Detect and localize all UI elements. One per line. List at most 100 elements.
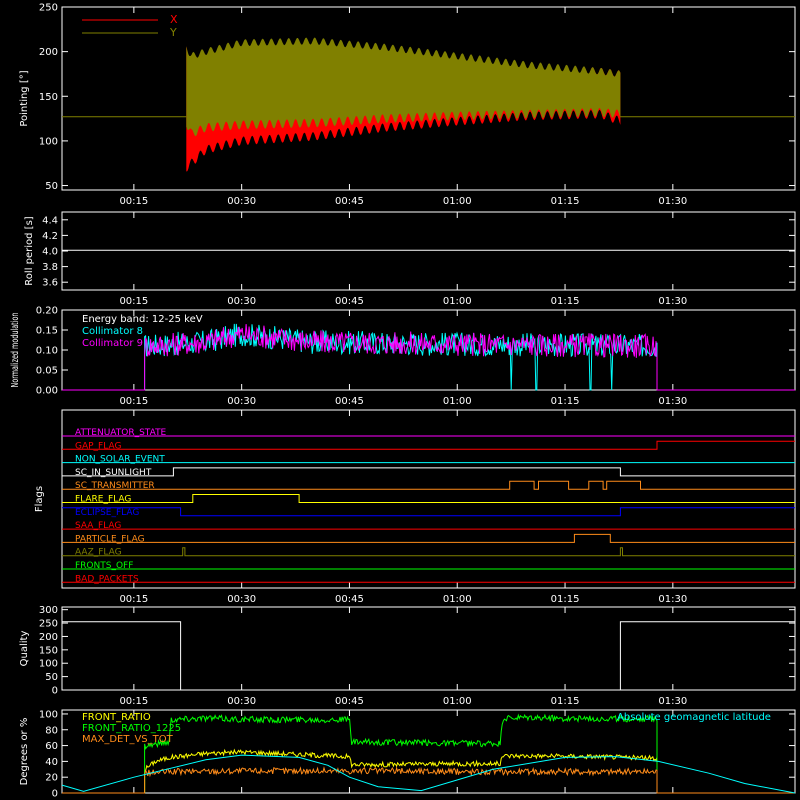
y-tick-label: 4.2 xyxy=(42,231,58,242)
y-tick-label: 200 xyxy=(39,632,58,643)
x-tick-label: 01:00 xyxy=(443,196,472,207)
panel-frame xyxy=(61,709,796,794)
y-tick-label: 0.20 xyxy=(36,306,58,317)
y-tick-label: 100 xyxy=(39,659,58,670)
x-tick-label: 00:15 xyxy=(119,196,148,207)
flag-label: FLARE_FLAG xyxy=(75,495,131,505)
legend-label: Absolute geomagnetic latitude xyxy=(617,712,771,723)
ratio-series-2 xyxy=(62,766,795,794)
y-tick-label: 300 xyxy=(39,605,58,616)
y-tick-label: 20 xyxy=(45,773,58,784)
modulation-series-9 xyxy=(62,324,795,391)
y-tick-label: 0.10 xyxy=(36,346,58,357)
y-tick-label: 40 xyxy=(45,757,58,768)
y-tick-label: 0.05 xyxy=(36,366,58,377)
x-tick-label: 01:15 xyxy=(551,696,580,707)
y-tick-label: 0 xyxy=(52,789,58,800)
quality-panel: 00:15 00:30 00:45 01:00 01:15 01:30 0 50 100 150 2… xyxy=(19,605,796,707)
pointing-panel: 00:15 00:30 00:45 01:00 01:15 01:30 50 100 150 20… xyxy=(19,3,796,207)
y-tick-label: 80 xyxy=(45,725,58,736)
x-tick-label: 00:15 xyxy=(119,396,148,407)
flag-line xyxy=(62,480,795,490)
y-tick-label: 0.00 xyxy=(36,386,58,397)
flag-label: PARTICLE_FLAG xyxy=(75,534,145,544)
flag-label: NON_SOLAR_EVENT xyxy=(75,455,165,465)
x-tick-label: 01:15 xyxy=(551,396,580,407)
flag-line xyxy=(62,507,795,517)
energy-band-annotation: Energy band: 12-25 keV xyxy=(82,314,203,325)
x-tick-label: 00:15 xyxy=(119,696,148,707)
y-tick-label: 250 xyxy=(39,619,58,630)
flag-line xyxy=(62,440,795,450)
legend-label: Y xyxy=(169,26,177,39)
y-axis-label: Pointing [°] xyxy=(19,70,30,126)
legend-label: MAX_DET_VS_TOT xyxy=(82,734,174,745)
flag-label: AAZ_FLAG xyxy=(75,548,122,558)
legend-label: FRONT_RATIO_1225 xyxy=(82,723,181,734)
y-axis-label: Degrees or % xyxy=(19,718,30,786)
x-tick-label: 01:15 xyxy=(551,594,580,605)
x-tick-label: 01:00 xyxy=(443,396,472,407)
ratio-series-3 xyxy=(61,754,796,794)
x-tick-label: 01:15 xyxy=(551,296,580,307)
x-tick-label: 00:30 xyxy=(227,196,256,207)
y-axis-label: Flags xyxy=(34,486,45,512)
y-tick-label: 60 xyxy=(45,741,58,752)
pointing-area-y xyxy=(186,37,621,137)
y-tick-label: 4.0 xyxy=(42,247,58,258)
roll-period-panel: 00:15 00:30 00:45 01:00 01:15 01:30 3.6 3.8 4.0 4… xyxy=(24,211,796,307)
x-tick-label: 01:00 xyxy=(443,594,472,605)
flag-label: BAD_PACKETS xyxy=(75,574,139,584)
ratios-panel: 0 20 40 60 80 100 Degrees or % FRONT_RATIOFRONT… xyxy=(19,709,796,800)
x-tick-label: 00:30 xyxy=(227,594,256,605)
flag-label: ATTENUATOR_STATE xyxy=(75,428,167,438)
y-axis-label: Quality xyxy=(19,631,30,667)
x-tick-label: 01:30 xyxy=(658,696,687,707)
x-tick-label: 00:45 xyxy=(335,196,364,207)
legend-label: Collimator 8 xyxy=(82,326,143,337)
flag-label: SC_IN_SUNLIGHT xyxy=(75,468,152,478)
x-tick-label: 01:30 xyxy=(658,296,687,307)
x-tick-label: 00:45 xyxy=(335,396,364,407)
x-tick-label: 00:30 xyxy=(227,296,256,307)
x-tick-label: 00:15 xyxy=(119,296,148,307)
y-tick-label: 3.8 xyxy=(42,262,58,273)
y-axis-label: Normalized modulation xyxy=(10,313,21,388)
y-tick-label: 150 xyxy=(39,92,58,103)
x-tick-label: 01:30 xyxy=(658,396,687,407)
x-tick-label: 01:00 xyxy=(443,696,472,707)
panel-frame xyxy=(61,6,796,191)
flag-label: GAP_FLAG xyxy=(75,441,121,451)
x-tick-label: 00:15 xyxy=(119,594,148,605)
x-tick-label: 01:30 xyxy=(658,196,687,207)
ratio-series-1 xyxy=(62,713,795,794)
legend-label: FRONT_RATIO xyxy=(82,712,151,723)
flag-label: SAA_FLAG xyxy=(75,521,121,531)
y-tick-label: 0.15 xyxy=(36,326,58,337)
x-tick-label: 00:45 xyxy=(335,696,364,707)
y-tick-label: 3.6 xyxy=(42,278,58,289)
flag-line xyxy=(62,533,795,543)
y-tick-label: 4.4 xyxy=(42,215,58,226)
y-axis-label: Roll period [s] xyxy=(24,216,35,285)
flag-line xyxy=(62,467,795,477)
legend-label: X xyxy=(170,13,178,26)
x-tick-label: 01:15 xyxy=(551,196,580,207)
y-tick-label: 0 xyxy=(52,686,58,697)
ratio-series-0 xyxy=(62,748,795,794)
y-tick-label: 50 xyxy=(45,181,58,192)
flag-line xyxy=(62,547,795,557)
y-tick-label: 250 xyxy=(39,3,58,14)
y-tick-label: 150 xyxy=(39,645,58,656)
x-tick-label: 01:00 xyxy=(443,296,472,307)
flag-line xyxy=(62,494,795,503)
y-tick-label: 50 xyxy=(45,672,58,683)
flags-panel: 00:15 00:30 00:45 01:00 01:15 01:30 Flags ATTEN… xyxy=(34,409,796,605)
modulation-panel: 00:15 00:30 00:45 01:00 01:15 01:30 0.00 0.05 0.… xyxy=(10,306,796,407)
legend-label: Collimator 9 xyxy=(82,338,143,349)
flag-label: ECLIPSE_FLAG xyxy=(75,508,139,518)
y-tick-label: 100 xyxy=(39,709,58,720)
flag-label: SC_TRANSMITTER xyxy=(75,481,155,491)
y-tick-label: 200 xyxy=(39,47,58,58)
